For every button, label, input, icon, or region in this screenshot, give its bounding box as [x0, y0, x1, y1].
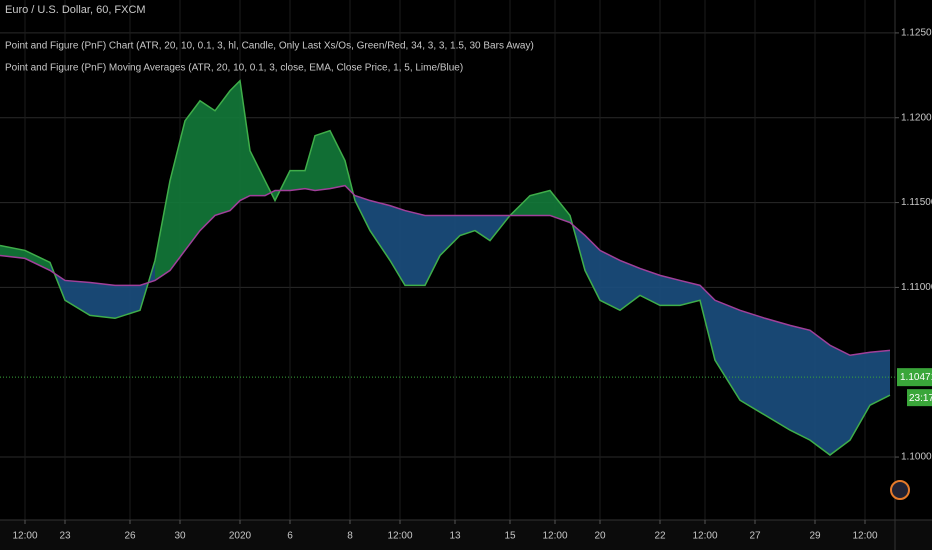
band-fill [185, 100, 200, 251]
x-tick-label: 2020 [229, 531, 252, 542]
band-fill [370, 200, 390, 261]
band-fill [65, 280, 90, 316]
band-fill [155, 180, 170, 281]
x-tick-label: 6 [287, 531, 293, 542]
x-tick-label: 26 [124, 531, 136, 542]
band-fill [620, 260, 640, 311]
x-tick-label: 12:00 [12, 531, 37, 542]
ma-line [0, 184, 891, 357]
last-price-box [897, 368, 932, 387]
band-fill [0, 245, 25, 259]
indicator-legend: Point and Figure (PnF) Moving Averages (… [5, 63, 463, 74]
band-fill [790, 325, 810, 441]
band-fill [170, 120, 185, 271]
band-fill [405, 210, 425, 286]
band-fill [765, 318, 790, 431]
x-tick-label: 15 [504, 531, 516, 542]
band-fill [740, 310, 765, 416]
y-tick-label: 1.11000 [901, 282, 932, 293]
band-fill [215, 90, 230, 216]
band-fill [425, 215, 440, 286]
last-price-label: 1.10471 [900, 372, 932, 383]
band-fill [550, 190, 570, 223]
x-tick-label: 22 [654, 531, 666, 542]
x-tick-label: 12:00 [542, 531, 567, 542]
band-fill [530, 190, 550, 216]
countdown-box [907, 389, 932, 407]
band-fill [600, 250, 620, 311]
band-fill [640, 268, 660, 306]
countdown-label: 23:17 [909, 393, 932, 404]
band-fill [585, 235, 600, 301]
band-fill [715, 300, 740, 401]
x-tick-label: 29 [809, 531, 821, 542]
band-fill [850, 352, 870, 441]
band-fill [660, 275, 680, 306]
band-fill [250, 150, 265, 196]
band-fill [440, 215, 460, 256]
band-fill [240, 80, 250, 201]
x-tick-label: 12:00 [692, 531, 717, 542]
x-axis-area [0, 520, 932, 550]
band-fill [90, 282, 115, 319]
band-fill [680, 280, 700, 306]
y-tick-label: 1.10000 [901, 452, 932, 463]
x-tick-label: 23 [59, 531, 71, 542]
band-fill [290, 170, 305, 191]
ma-line [0, 79, 891, 456]
band-fill [700, 285, 715, 361]
x-tick-label: 13 [449, 531, 461, 542]
indicator-legend: Point and Figure (PnF) Chart (ATR, 20, 1… [5, 41, 534, 52]
x-tick-label: 8 [347, 531, 353, 542]
band-fill [115, 285, 140, 319]
band-fill [870, 350, 890, 406]
symbol-title: Euro / U.S. Dollar, 60, FXCM [5, 4, 146, 16]
band-fill [230, 80, 240, 211]
x-tick-label: 12:00 [852, 531, 877, 542]
band-fill [330, 130, 345, 189]
band-fill [460, 215, 475, 236]
band-fill [830, 345, 850, 456]
band-fill [810, 330, 830, 456]
y-tick-label: 1.11500 [901, 197, 932, 208]
band-fill [25, 250, 50, 271]
y-tick-label: 1.12000 [901, 112, 932, 123]
logo[interactable] [890, 480, 910, 500]
band-fill [305, 135, 315, 191]
y-tick-label: 1.12500 [901, 28, 932, 39]
band-fill [200, 100, 215, 231]
x-tick-label: 20 [594, 531, 606, 542]
band-fill [475, 215, 490, 241]
x-tick-label: 30 [174, 531, 186, 542]
x-tick-label: 27 [749, 531, 761, 542]
band-fill [315, 130, 330, 191]
x-tick-label: 12:00 [387, 531, 412, 542]
plot-area [0, 0, 895, 520]
